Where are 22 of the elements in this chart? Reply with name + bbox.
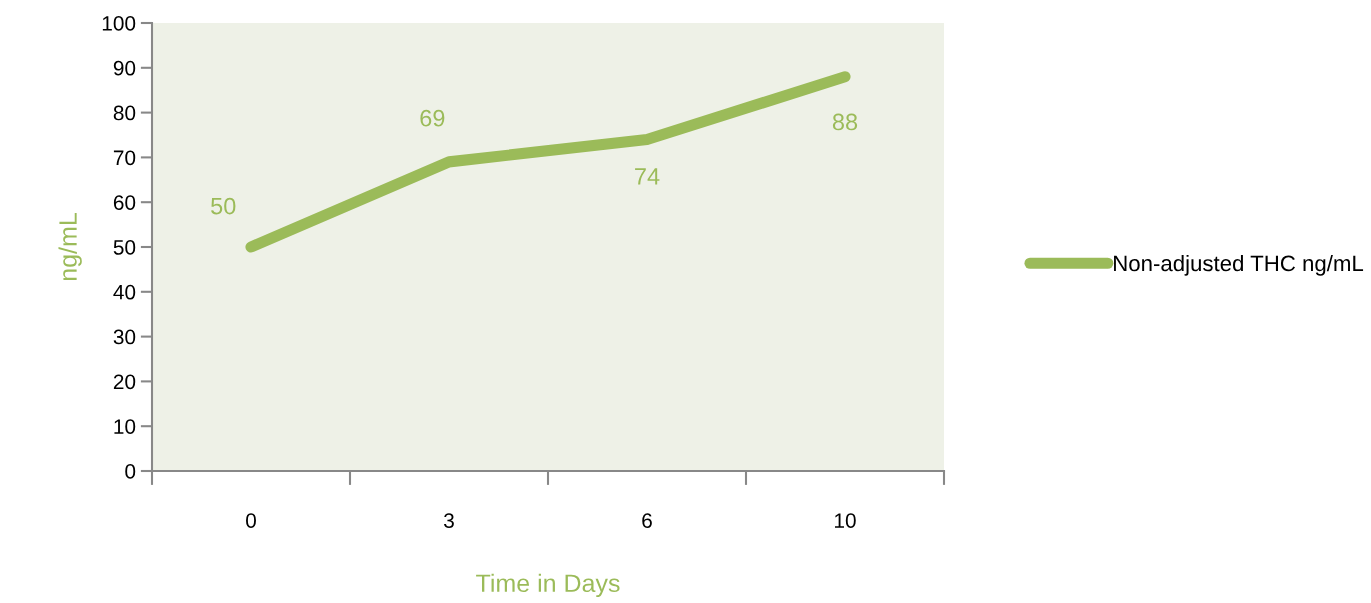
data-label: 88 — [832, 113, 858, 131]
y-tick-label: 60 — [113, 195, 136, 210]
data-label: 69 — [420, 109, 445, 127]
y-axis-title: ng/mL — [58, 213, 82, 281]
x-tick-label: 0 — [246, 513, 256, 528]
x-tick-label: 10 — [835, 513, 856, 528]
x-tick-label: 6 — [642, 513, 652, 528]
y-tick-label: 90 — [113, 60, 136, 76]
x-tick-label: 3 — [444, 513, 454, 528]
y-tick-label: 0 — [125, 464, 136, 479]
y-tick-label: 70 — [113, 150, 136, 166]
y-tick-label: 10 — [114, 419, 136, 434]
data-label: 50 — [211, 197, 236, 215]
data-label: 74 — [635, 168, 660, 185]
y-tick-label: 80 — [113, 105, 136, 121]
x-axis-title: Time in Days — [476, 573, 620, 598]
legend-label: Non-adjusted THC ng/mL — [1114, 254, 1364, 276]
y-tick-label: 20 — [113, 374, 136, 390]
y-tick-label: 100 — [102, 16, 136, 31]
y-tick-label: 50 — [113, 240, 136, 255]
y-tick-label: 30 — [113, 329, 136, 345]
y-tick-label: 40 — [113, 284, 136, 300]
